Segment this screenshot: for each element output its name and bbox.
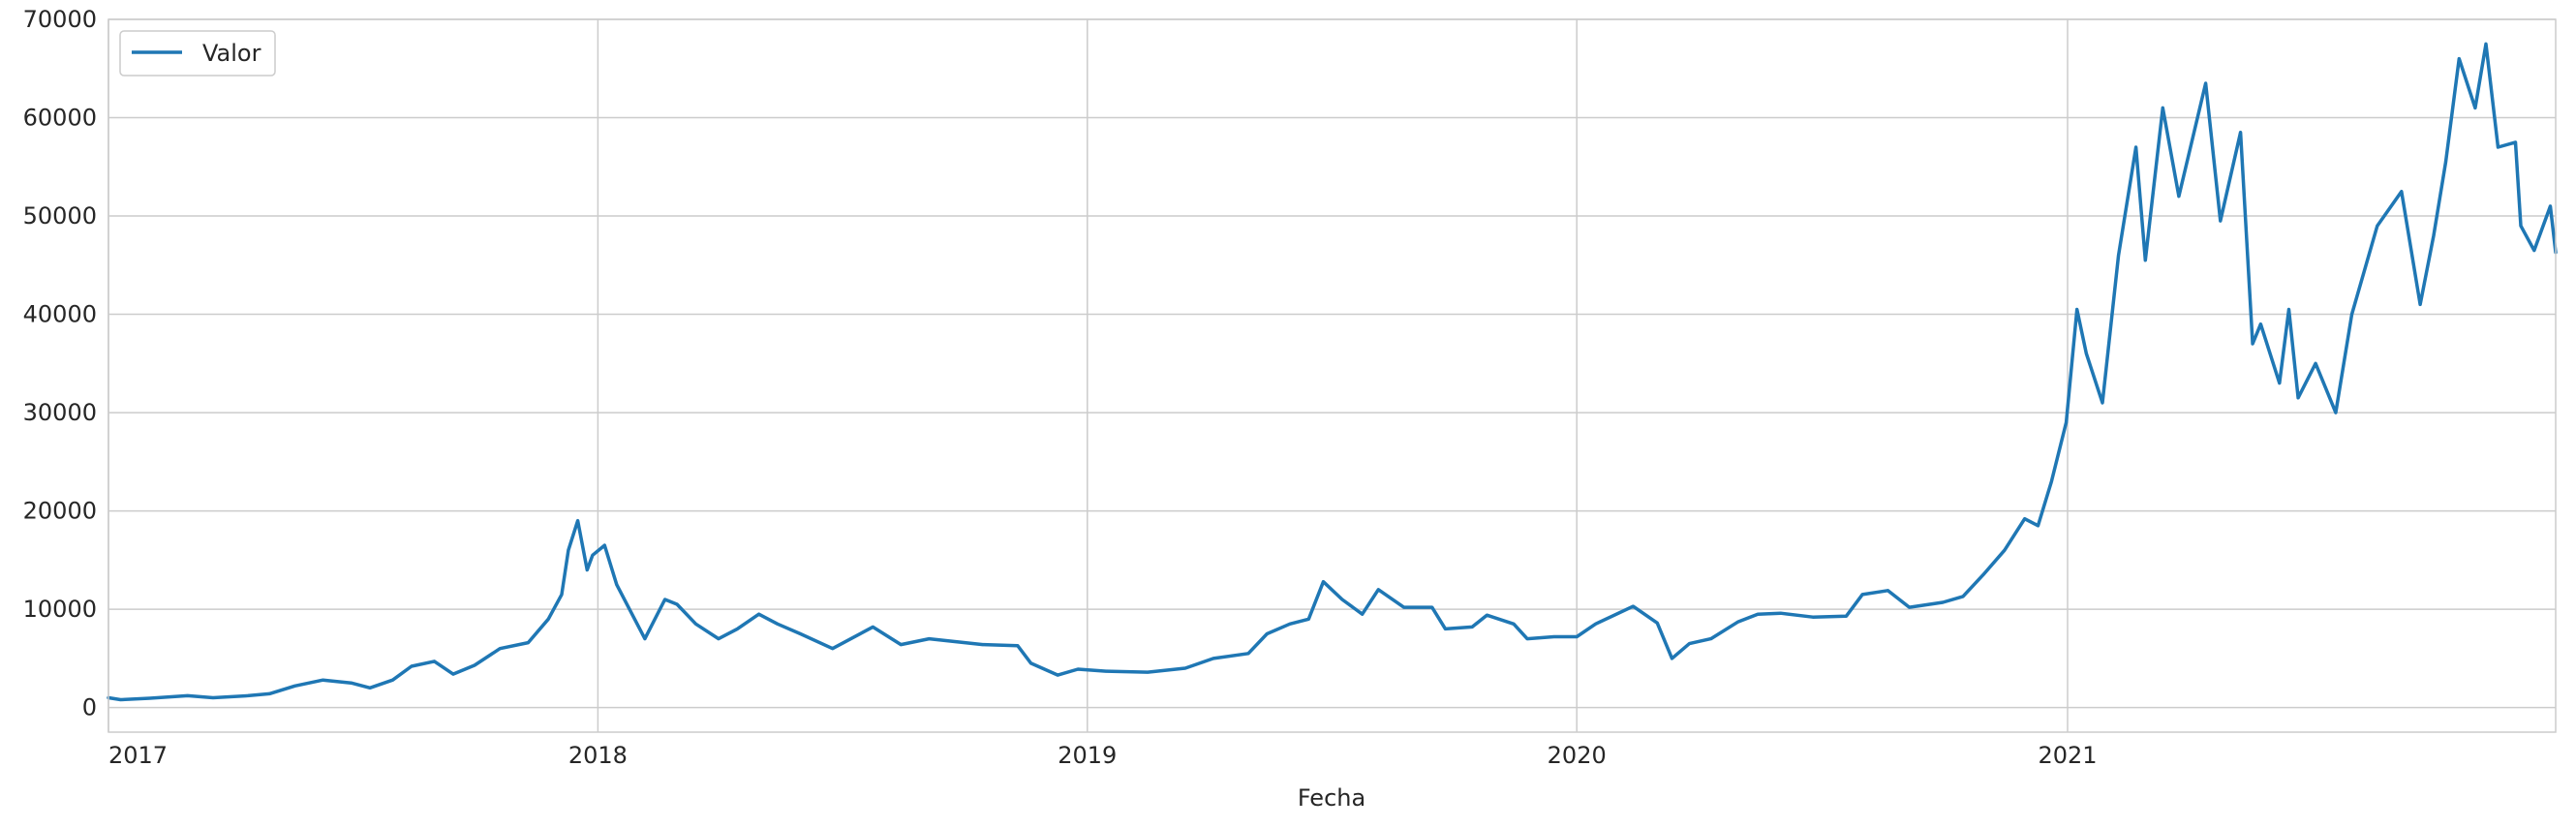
y-tick-label: 50000 xyxy=(23,202,97,230)
legend: Valor xyxy=(119,30,276,77)
x-tick-label: 2018 xyxy=(568,742,628,769)
x-tick-label: 2021 xyxy=(2038,742,2097,769)
x-axis-label: Fecha xyxy=(1298,784,1365,812)
grid-lines xyxy=(107,18,2556,732)
y-tick-label: 20000 xyxy=(23,498,97,525)
series-layer xyxy=(107,42,2558,702)
y-tick-label: 40000 xyxy=(23,301,97,328)
y-tick-label: 70000 xyxy=(23,6,97,33)
series-line-valor xyxy=(107,42,2558,702)
legend-box xyxy=(119,30,276,77)
y-tick-labels: 0 10000 20000 30000 40000 50000 60000 70000 xyxy=(23,6,97,721)
y-tick-label: 10000 xyxy=(23,596,97,623)
plot-frame xyxy=(107,18,2557,733)
x-tick-label: 2019 xyxy=(1058,742,1117,769)
y-tick-label: 0 xyxy=(82,694,97,721)
x-tick-labels: 2017 2018 2019 2020 2021 xyxy=(108,742,2098,769)
legend-label: Valor xyxy=(202,40,261,67)
y-tick-label: 60000 xyxy=(23,105,97,132)
x-tick-label: 2017 xyxy=(108,742,168,769)
y-tick-label: 30000 xyxy=(23,399,97,426)
x-tick-label: 2020 xyxy=(1548,742,1607,769)
